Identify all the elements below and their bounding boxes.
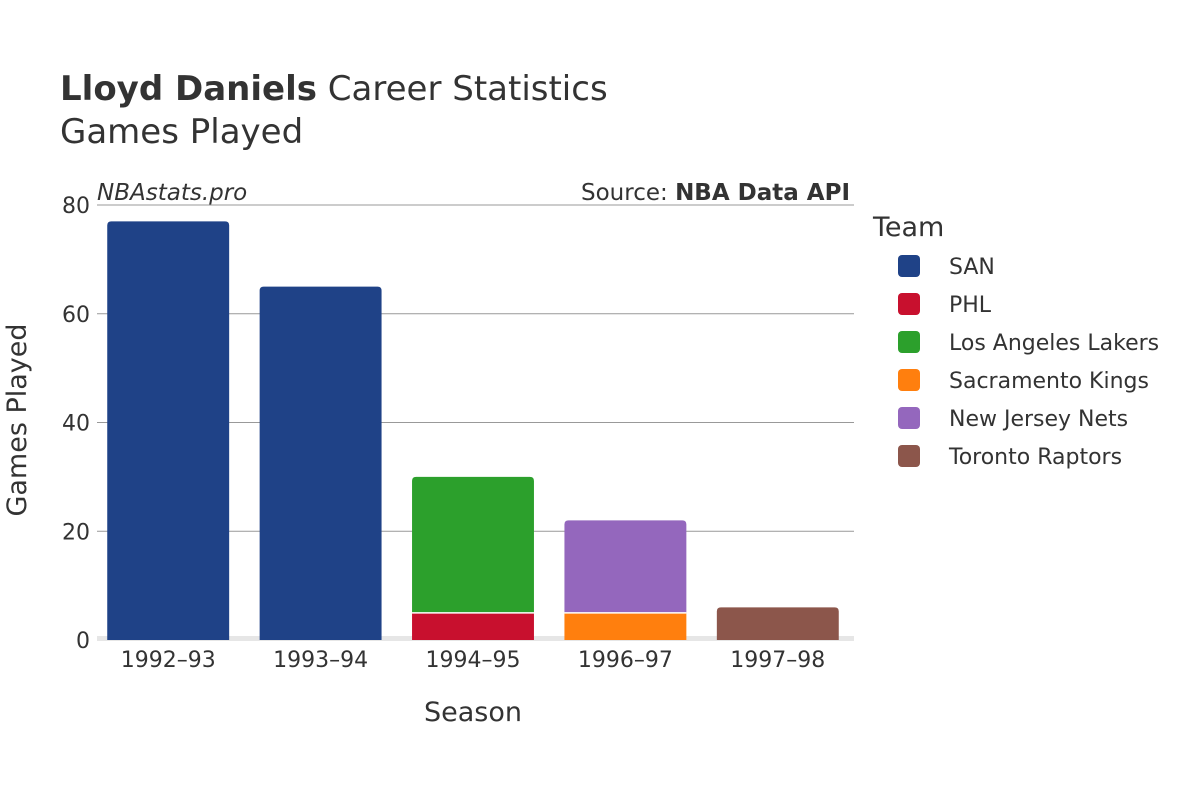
title-rest: Career Statistics [317, 69, 608, 109]
chart-subtitle: Games Played [60, 112, 303, 152]
bar-1993–94-san [259, 286, 382, 640]
bars [107, 221, 839, 640]
legend-swatch [898, 369, 920, 391]
watermark: NBAstats.pro [97, 180, 247, 206]
bar-1997–98-toronto-raptors [716, 607, 839, 640]
y-tick-label: 80 [62, 194, 90, 219]
bar-1996–97-new-jersey-nets [564, 520, 687, 613]
legend-label: PHL [949, 293, 992, 318]
legend-label: Toronto Raptors [948, 445, 1122, 470]
legend-swatch [898, 255, 920, 277]
x-tick-label: 1993–94 [273, 648, 368, 673]
bar-1994–95-los-angeles-lakers [412, 476, 534, 613]
x-tick-labels: 1992–93 1993–94 1994–95 1996–97 1997–98 [121, 648, 826, 673]
legend-label: SAN [949, 255, 995, 280]
legend-swatch [898, 293, 920, 315]
legend-label: Los Angeles Lakers [949, 331, 1159, 356]
source-label: Source: NBA Data API [581, 180, 850, 206]
legend-swatch [898, 445, 920, 467]
bar-1992–93-san [107, 221, 230, 640]
y-tick-label: 0 [76, 629, 90, 654]
player-name: Lloyd Daniels [60, 69, 317, 109]
legend-label: Sacramento Kings [949, 369, 1149, 394]
legend: SAN PHL Los Angeles Lakers Sacramento Kings… [898, 255, 1159, 470]
y-tick-label: 40 [62, 412, 90, 437]
chart-title: Lloyd Daniels Career Statistics [60, 69, 608, 109]
legend-swatch [898, 407, 920, 429]
bar-1996–97-sacramento-kings [564, 612, 687, 640]
x-axis-title: Season [424, 697, 522, 728]
x-tick-label: 1996–97 [578, 648, 673, 673]
source-name: NBA Data API [675, 180, 850, 206]
y-tick-label: 20 [62, 520, 90, 545]
y-axis-title: Games Played [2, 323, 33, 516]
x-tick-label: 1994–95 [426, 648, 521, 673]
x-tick-label: 1997–98 [730, 648, 825, 673]
bar-1994–95-phl [412, 612, 534, 640]
source-prefix: Source: [581, 180, 675, 206]
y-tick-label: 60 [62, 303, 90, 328]
y-tick-labels: 0 20 40 60 80 [62, 194, 90, 654]
legend-title: Team [872, 212, 944, 243]
legend-label: New Jersey Nets [949, 407, 1128, 432]
legend-swatch [898, 331, 920, 353]
x-tick-label: 1992–93 [121, 648, 216, 673]
